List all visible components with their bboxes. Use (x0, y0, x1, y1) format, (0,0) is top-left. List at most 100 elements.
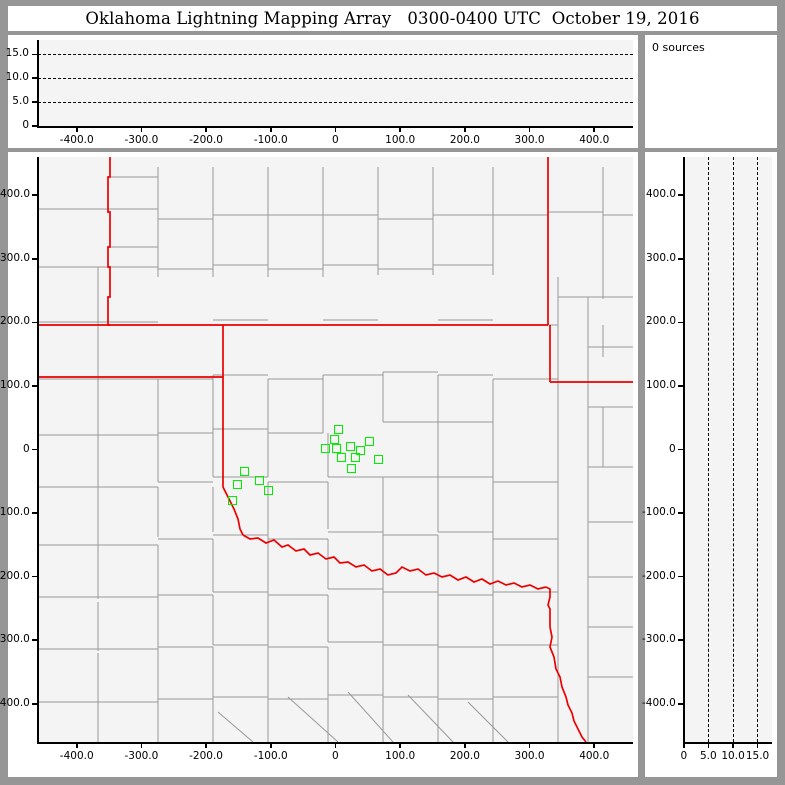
top-panel-x-tick-label: 100.0 (385, 134, 416, 146)
hist-gridline (708, 157, 710, 742)
lightning-source-marker (345, 442, 355, 452)
hist-y-tick (678, 385, 685, 387)
map-x-tick-label: 200.0 (449, 750, 480, 762)
lightning-source-marker (240, 467, 250, 477)
map-y-tick-label: -300.0 (0, 633, 30, 646)
map-y-tick (32, 512, 39, 514)
top-panel-y-tick-label: 0 (22, 119, 29, 131)
hist-y-tick (678, 257, 685, 260)
lightning-source-marker (334, 424, 344, 434)
map-x-tick-label: 400.0 (579, 750, 610, 762)
hist-y-tick-label: 400.0 (646, 188, 677, 201)
lightning-source-marker (232, 479, 242, 489)
map-x-tick (76, 742, 78, 748)
lightning-source-marker (364, 436, 374, 446)
hist-y-tick (678, 703, 685, 705)
lightning-source-marker (356, 446, 366, 456)
hist-y-tick (678, 639, 685, 642)
lightning-source-marker (346, 464, 356, 474)
source-count-label: 0 sources (652, 41, 705, 54)
map-x-tick-label: -300.0 (124, 750, 159, 762)
map-x-tick-label: 0 (332, 750, 339, 762)
map-y-tick (32, 639, 39, 642)
top-panel-x-tick-label: 400.0 (579, 134, 610, 146)
county-lines (38, 167, 633, 742)
map-x-tick (140, 742, 143, 748)
hist-y-tick (678, 512, 685, 514)
top-panel-x-tick (270, 126, 272, 132)
top-panel-gridline (38, 102, 633, 104)
lightning-source-marker (320, 443, 330, 453)
top-panel-y-tick-label: 15.0 (5, 47, 29, 60)
hist-x-tick-label: 10.0 (721, 750, 745, 762)
hist-y-tick-label: -200.0 (642, 569, 676, 582)
hist-y-tick (678, 321, 685, 324)
map-y-tick (32, 448, 39, 451)
top-panel-x-tick-label: 300.0 (514, 134, 545, 146)
map-y-tick-label: 300.0 (0, 251, 31, 264)
map-y-tick-label: -400.0 (0, 696, 30, 709)
top-panel-x-tick (464, 126, 466, 132)
hist-y-tick-label: 300.0 (646, 251, 677, 264)
map-x-tick (205, 742, 207, 748)
map-y-tick (32, 575, 39, 578)
top-panel-x-tick (593, 126, 595, 132)
top-panel-x-tick (399, 126, 401, 132)
map-x-tick (464, 742, 466, 748)
plan-view-map-panel: -400.0 -300.0 -200.0 -100.0 0 100.0 200.0 300.0… (0, 152, 638, 777)
map-x-tick (334, 742, 337, 748)
top-panel-y-tick-label: 10.0 (5, 71, 29, 84)
lightning-source-marker (331, 444, 341, 454)
state-borders (38, 157, 633, 742)
top-panel-y-tick (32, 101, 39, 103)
lightning-source-marker (263, 485, 273, 495)
map-x-tick-label: 300.0 (514, 750, 545, 762)
hist-gridline (732, 157, 734, 742)
top-panel-y-tick-label: 5.0 (12, 95, 29, 108)
altitude-histogram-panel: -400.0 -300.0 -200.0 -100.0 0 100.0 200.0 300.0… (642, 152, 777, 777)
map-y-tick (32, 257, 39, 260)
map-y-tick (32, 703, 39, 705)
hist-y-tick-label: -100.0 (642, 506, 676, 519)
lightning-source-marker (374, 454, 384, 464)
top-panel-y-tick (32, 125, 39, 127)
hist-y-tick-label: -400.0 (642, 696, 676, 709)
map-y-tick-label: 100.0 (0, 378, 31, 391)
top-panel-x-tick-label: -400.0 (59, 134, 94, 146)
hist-y-tick (678, 575, 685, 578)
lightning-source-marker (329, 434, 339, 444)
top-panel-y-axis (37, 40, 39, 126)
lightning-source-marker (227, 495, 237, 505)
hist-x-axis (683, 742, 772, 744)
top-panel-y-tick (32, 77, 39, 80)
top-panel-x-tick-label: -100.0 (253, 134, 288, 146)
source-count-panel: 0 sources (645, 35, 777, 148)
histogram-plot-area (684, 157, 772, 742)
time-height-plot-area (38, 40, 633, 126)
top-panel-gridline (38, 78, 633, 80)
top-panel-x-tick (140, 126, 143, 132)
map-x-tick-label: 100.0 (385, 750, 416, 762)
map-x-tick-label: -400.0 (59, 750, 94, 762)
map-y-tick-label: 200.0 (0, 315, 31, 328)
top-panel-x-tick-label: 0 (332, 134, 339, 146)
map-x-tick-label: -100.0 (253, 750, 288, 762)
hist-y-tick (678, 194, 685, 196)
map-x-tick (593, 742, 595, 748)
map-x-tick-label: -200.0 (189, 750, 223, 762)
hist-y-tick-label: 0 (669, 442, 676, 455)
map-y-tick (32, 385, 39, 387)
map-x-tick (270, 742, 272, 748)
hist-x-tick-label: 5.0 (699, 750, 717, 762)
top-panel-x-tick (76, 126, 78, 132)
top-panel-x-tick (205, 126, 207, 132)
hist-x-tick-label: 15.0 (745, 750, 770, 762)
hist-x-tick (756, 742, 759, 748)
map-y-tick (32, 194, 39, 196)
top-panel-x-tick-label: 200.0 (449, 134, 480, 146)
top-panel-x-tick (528, 126, 531, 132)
map-y-tick-label: 0 (23, 442, 30, 455)
top-panel-gridline (38, 54, 633, 56)
hist-gridline (757, 157, 759, 742)
